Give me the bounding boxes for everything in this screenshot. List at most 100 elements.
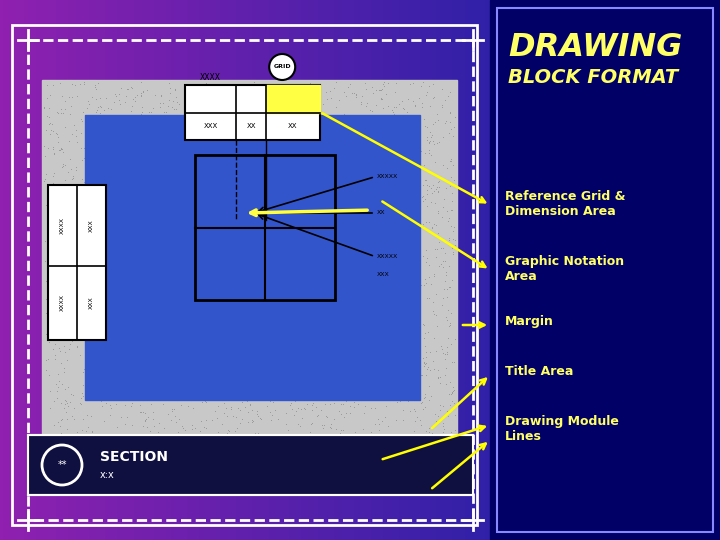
Point (53, 343, 65, 352)
Point (84, 222, 95, 231)
Point (284, 108, 296, 117)
Point (236, 110, 248, 118)
Point (420, 91, 432, 99)
Point (82, 305, 94, 314)
Point (440, 249, 451, 258)
Text: SECTION: SECTION (100, 450, 168, 464)
Point (266, 269, 278, 278)
Point (230, 308, 242, 316)
Point (147, 170, 158, 179)
Point (302, 285, 314, 294)
Point (441, 164, 453, 173)
Point (392, 165, 403, 174)
Point (329, 174, 341, 183)
Point (171, 162, 182, 171)
Point (57, 198, 68, 206)
Point (345, 342, 356, 351)
Point (344, 355, 356, 363)
Point (353, 353, 364, 362)
Point (333, 134, 344, 143)
Point (413, 300, 425, 309)
Bar (372, 0, 377, 540)
Point (125, 240, 136, 248)
Point (279, 89, 290, 98)
Point (297, 287, 309, 295)
Point (260, 337, 271, 346)
Point (294, 151, 306, 160)
Point (390, 260, 402, 269)
Point (267, 398, 279, 407)
Point (48, 169, 60, 178)
Point (52, 138, 63, 146)
Point (76, 188, 87, 197)
Point (423, 139, 434, 147)
Point (423, 146, 435, 155)
Point (438, 194, 449, 203)
Bar (469, 0, 474, 540)
Point (79, 368, 91, 377)
Point (48, 234, 60, 243)
Point (447, 161, 459, 170)
Point (226, 301, 238, 309)
Point (292, 185, 304, 194)
Point (117, 114, 128, 123)
Point (190, 386, 202, 394)
Point (274, 231, 286, 240)
Point (258, 102, 270, 110)
Point (427, 80, 438, 89)
Point (284, 148, 295, 157)
Point (235, 418, 246, 427)
Point (322, 260, 333, 268)
Point (271, 91, 282, 100)
Point (256, 223, 267, 232)
Point (246, 254, 257, 263)
Point (283, 173, 294, 181)
Point (142, 269, 153, 278)
Point (59, 385, 71, 394)
Point (131, 340, 143, 348)
Point (144, 201, 156, 210)
Point (187, 107, 199, 116)
Point (111, 266, 122, 275)
Point (338, 208, 350, 217)
Point (335, 120, 346, 129)
Point (92, 289, 104, 298)
Point (68, 120, 79, 129)
Point (395, 397, 406, 406)
Point (82, 130, 94, 139)
Point (435, 379, 446, 387)
Point (306, 401, 318, 409)
Point (372, 344, 384, 353)
Point (215, 181, 227, 190)
Point (92, 181, 104, 190)
Point (230, 286, 242, 295)
Point (228, 144, 239, 152)
Point (301, 86, 312, 95)
Bar (441, 0, 446, 540)
Point (62, 296, 73, 305)
Point (125, 401, 137, 410)
Point (230, 97, 241, 105)
Point (131, 130, 143, 139)
Point (186, 316, 198, 325)
Point (315, 344, 327, 353)
Point (174, 157, 185, 166)
Point (346, 345, 358, 353)
Point (255, 100, 266, 109)
Point (67, 175, 78, 184)
Point (200, 366, 212, 374)
Point (235, 178, 246, 187)
Point (56, 311, 68, 320)
Point (384, 382, 396, 391)
Point (100, 353, 112, 361)
Point (428, 269, 440, 278)
Point (132, 143, 143, 151)
Point (408, 177, 419, 185)
Point (108, 227, 120, 236)
Point (408, 427, 420, 435)
Point (270, 103, 282, 111)
Point (385, 302, 397, 311)
Point (325, 94, 336, 103)
Point (337, 134, 348, 143)
Point (331, 154, 343, 163)
